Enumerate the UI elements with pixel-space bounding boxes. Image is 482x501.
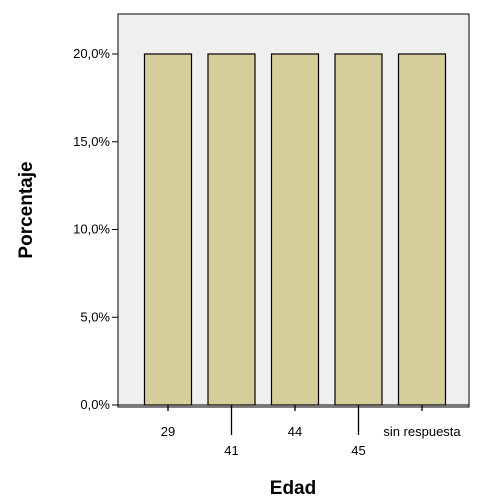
- y-axis-title: Porcentaje: [16, 161, 37, 258]
- bar-sin-respuesta: [397, 53, 447, 406]
- bar-29: [143, 53, 193, 406]
- x-tick-label: 44: [288, 424, 302, 439]
- bar-44: [270, 53, 320, 406]
- y-axis: 0,0% 5,0% 10,0% 15,0% 20,0%: [73, 14, 119, 412]
- x-tick-label: 29: [161, 424, 175, 439]
- x-axis: 29 41 44 45 sin respuesta: [112, 404, 469, 458]
- y-tick-label: 10,0%: [73, 222, 110, 237]
- x-axis-title: Edad: [270, 478, 316, 499]
- y-tick-label: 5,0%: [80, 309, 110, 324]
- bars-group: [143, 53, 447, 406]
- bar-45: [334, 53, 383, 406]
- y-tick-label: 15,0%: [73, 134, 110, 149]
- bar-41: [207, 53, 256, 406]
- x-tick-label: 41: [224, 443, 238, 458]
- x-tick-label: sin respuesta: [383, 424, 461, 439]
- y-tick-label: 20,0%: [73, 46, 110, 61]
- y-tick-label: 0,0%: [80, 397, 110, 412]
- x-tick-label: 45: [351, 443, 365, 458]
